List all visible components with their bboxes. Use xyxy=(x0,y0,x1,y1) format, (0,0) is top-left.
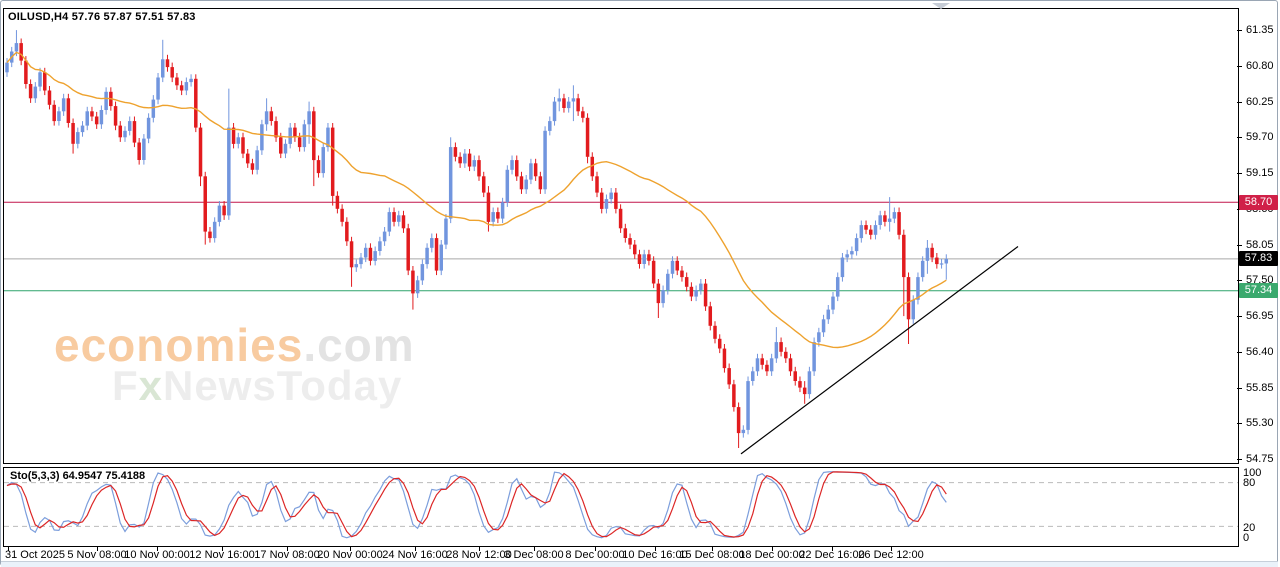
time-tick xyxy=(595,547,596,551)
price-tick xyxy=(1237,352,1242,353)
time-tick-label: 18 Dec 00:00 xyxy=(739,549,805,561)
price-axis[interactable]: 61.3560.8060.2559.7059.1558.6058.0557.50… xyxy=(1237,0,1280,545)
chart-shift-marker-icon[interactable] xyxy=(932,3,950,9)
price-badge-57.83: 57.83 xyxy=(1239,251,1278,266)
time-tick xyxy=(287,547,288,551)
price-tick xyxy=(1237,102,1242,103)
time-tick xyxy=(534,547,535,551)
stochastic-canvas[interactable] xyxy=(4,468,1238,546)
time-tick xyxy=(772,547,773,551)
price-tick-label: 59.15 xyxy=(1246,167,1274,179)
stoch-scale-label: 20 xyxy=(1243,522,1256,534)
time-tick xyxy=(415,547,416,551)
price-badge-57.34: 57.34 xyxy=(1239,283,1278,298)
time-tick-label: 17 Nov 08:00 xyxy=(254,549,320,561)
price-tick-label: 56.40 xyxy=(1246,346,1274,358)
stochastic-panel[interactable] xyxy=(3,467,1239,547)
price-tick-label: 61.35 xyxy=(1246,24,1274,36)
time-tick xyxy=(222,547,223,551)
time-tick-label: 22 Dec 16:00 xyxy=(799,549,865,561)
time-tick-label: 15 Dec 08:00 xyxy=(679,549,745,561)
watermark-suffix: .com xyxy=(303,319,415,371)
time-tick-label: 28 Nov 12:00 xyxy=(446,549,512,561)
time-tick-label: 31 Oct 2025 xyxy=(5,549,65,561)
main-chart-canvas[interactable] xyxy=(4,9,1238,463)
watermark-economies: economies.com xyxy=(54,318,415,372)
time-tick xyxy=(350,547,351,551)
price-tick xyxy=(1237,280,1242,281)
price-badge-58.70: 58.70 xyxy=(1239,195,1278,210)
price-tick-label: 60.25 xyxy=(1246,96,1274,108)
price-tick-label: 60.80 xyxy=(1246,60,1274,72)
time-tick-label: 12 Nov 16:00 xyxy=(189,549,255,561)
time-tick-label: 5 Nov 08:00 xyxy=(67,549,127,561)
time-tick-label: 10 Dec 16:00 xyxy=(622,549,688,561)
watermark-newstoday: NewsToday xyxy=(163,362,403,409)
stochastic-indicator-label: Sto(5,3,3) 64.9547 75.4188 xyxy=(10,470,146,482)
time-tick-label: 26 Dec 12:00 xyxy=(858,549,924,561)
price-tick xyxy=(1237,66,1242,67)
price-tick-label: 55.30 xyxy=(1246,417,1274,429)
stoch-d-line xyxy=(6,471,947,538)
time-tick xyxy=(655,547,656,551)
time-tick xyxy=(157,547,158,551)
time-tick-label: 24 Nov 16:00 xyxy=(382,549,448,561)
watermark-fxnewstoday: FxNewsToday xyxy=(112,362,402,410)
time-axis[interactable]: 31 Oct 2025 5 Nov 08:00 10 Nov 00:00 12 Nov… xyxy=(0,544,1240,562)
price-tick-label: 58.05 xyxy=(1246,239,1274,251)
time-tick-label: 20 Nov 00:00 xyxy=(317,549,383,561)
price-tick-label: 56.95 xyxy=(1246,310,1274,322)
time-tick-label: 3 Dec 08:00 xyxy=(504,549,564,561)
watermark-brand: economies xyxy=(54,319,304,371)
price-tick-label: 54.75 xyxy=(1246,453,1274,465)
stoch-k-line xyxy=(6,471,947,539)
stoch-scale-label: 100 xyxy=(1243,467,1262,479)
window-bottom-strip xyxy=(1,561,1278,567)
time-tick xyxy=(479,547,480,551)
time-tick-label: 8 Dec 00:00 xyxy=(565,549,625,561)
watermark-x: x xyxy=(138,362,164,409)
stoch-scale-label: 0 xyxy=(1243,532,1250,544)
time-tick xyxy=(712,547,713,551)
time-tick xyxy=(97,547,98,551)
moving-average-line[interactable] xyxy=(6,51,947,349)
price-tick xyxy=(1237,137,1242,138)
price-tick xyxy=(1237,459,1242,460)
stoch-scale-label: 80 xyxy=(1243,477,1256,489)
price-tick xyxy=(1237,423,1242,424)
candles xyxy=(5,30,949,448)
time-tick xyxy=(8,547,9,551)
price-tick-label: 55.85 xyxy=(1246,382,1274,394)
symbol-ohlc-title: OILUSD,H4 57.76 57.87 57.51 57.83 xyxy=(8,11,196,23)
price-tick xyxy=(1237,245,1242,246)
time-tick xyxy=(832,547,833,551)
main-chart-panel[interactable] xyxy=(3,8,1239,464)
price-tick xyxy=(1237,173,1242,174)
watermark-f: F xyxy=(112,362,139,409)
price-tick xyxy=(1237,316,1242,317)
price-tick xyxy=(1237,30,1242,31)
trendline[interactable] xyxy=(740,246,1019,455)
price-tick-label: 59.70 xyxy=(1246,131,1274,143)
time-tick xyxy=(891,547,892,551)
time-tick-label: 10 Nov 00:00 xyxy=(124,549,190,561)
price-tick xyxy=(1237,388,1242,389)
